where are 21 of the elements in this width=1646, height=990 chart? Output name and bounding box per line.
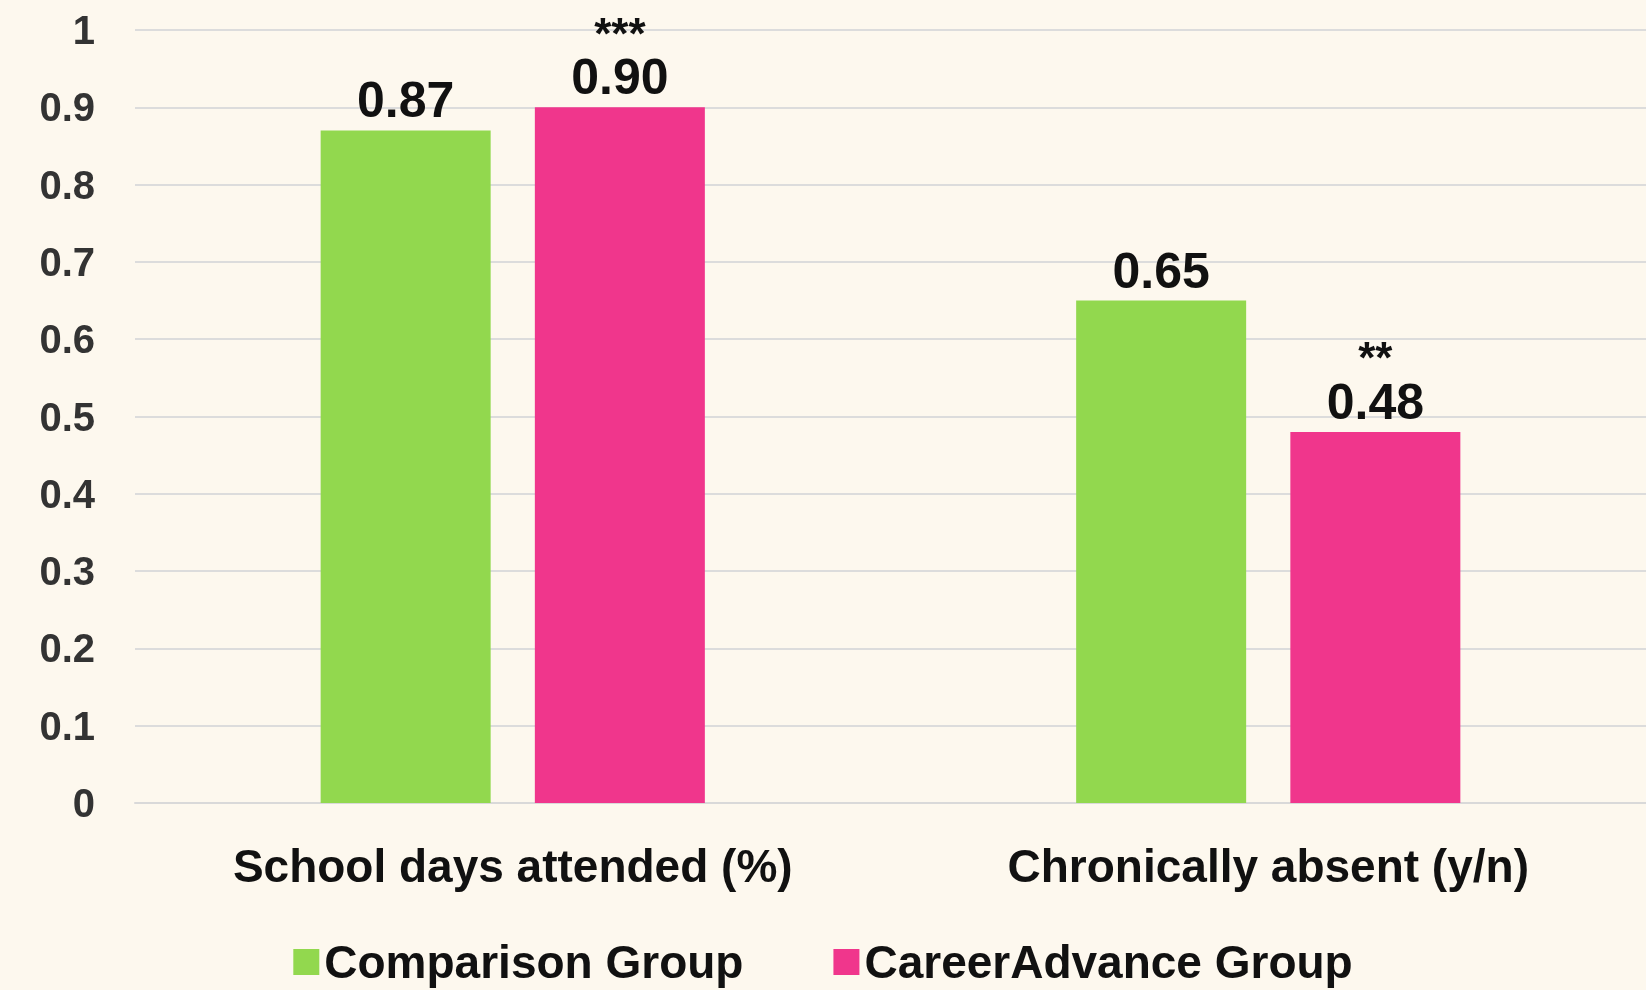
x-tick-label: School days attended (%) [232, 840, 793, 892]
y-tick-label: 0.7 [39, 239, 95, 284]
data-label: 0.65 [1112, 242, 1210, 299]
bar [534, 107, 705, 803]
y-tick-label: 0.1 [39, 703, 95, 748]
y-tick-label: 0.2 [39, 626, 95, 671]
y-tick-label: 0 [72, 781, 95, 825]
y-tick-label: 0.9 [39, 85, 95, 130]
y-tick-label: 0.3 [39, 549, 95, 594]
y-tick-label: 0.6 [39, 317, 95, 362]
x-tick-label: Chronically absent (y/n) [1007, 840, 1529, 892]
bar [320, 130, 491, 803]
y-tick-label: 0.8 [39, 162, 95, 207]
y-tick-label: 0.4 [39, 471, 96, 516]
bar [1076, 300, 1247, 803]
legend-label: Comparison Group [324, 936, 744, 988]
y-tick-label: 0.5 [39, 394, 95, 439]
bar [1290, 431, 1461, 803]
y-tick-label: 1 [72, 8, 95, 52]
legend-label: CareerAdvance Group [864, 936, 1353, 988]
data-label: 0.87 [356, 72, 455, 129]
